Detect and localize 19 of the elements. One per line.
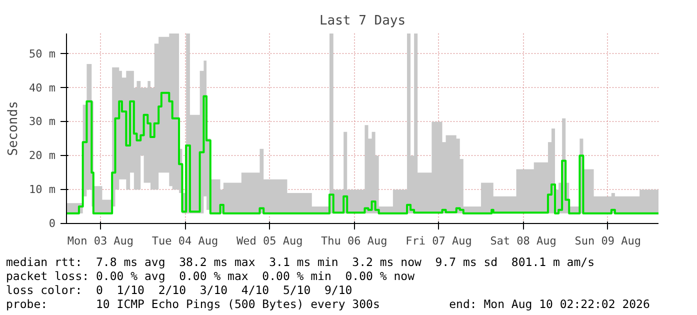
x-tick-label: Fri 07 Aug bbox=[406, 234, 472, 248]
x-tick-label: Thu 06 Aug bbox=[321, 234, 388, 248]
text: packet loss: 0.00 % avg 0.00 % max 0.00 % min 0.00 % now bbox=[6, 269, 416, 283]
y-tick-label: 30 m bbox=[29, 115, 56, 128]
x-tick-label: Sun 09 Aug bbox=[574, 234, 641, 248]
chart-title: Last 7 Days bbox=[319, 14, 406, 28]
y-axis-title: Seconds bbox=[6, 101, 22, 156]
x-tick-label: Wed 05 Aug bbox=[236, 234, 303, 248]
y-tick-label: 50 m bbox=[29, 47, 56, 60]
y-tick-label: 40 m bbox=[29, 81, 56, 94]
x-tick-label: Sat 08 Aug bbox=[490, 234, 556, 248]
text: median rtt: 7.8 ms avg 38.2 ms max 3.1 ms min 3.2 ms now 9.7 ms sd 801.1 m am/s bbox=[6, 255, 596, 269]
text: loss color: 0 1/10 2/10 3/10 4/10 5/10 9/10 bbox=[6, 283, 354, 297]
x-tick-label: Tue 04 Aug bbox=[152, 234, 218, 248]
text: probe: 10 ICMP Echo Pings (500 Bytes) every 300s end: Mon Aug 10 02:22:02 2026 bbox=[6, 297, 650, 311]
y-tick-label: 10 m bbox=[29, 183, 56, 196]
y-tick-label: 0 bbox=[48, 217, 56, 230]
y-tick-label: 20 m bbox=[29, 149, 56, 162]
x-tick-label: Mon 03 Aug bbox=[67, 234, 134, 248]
